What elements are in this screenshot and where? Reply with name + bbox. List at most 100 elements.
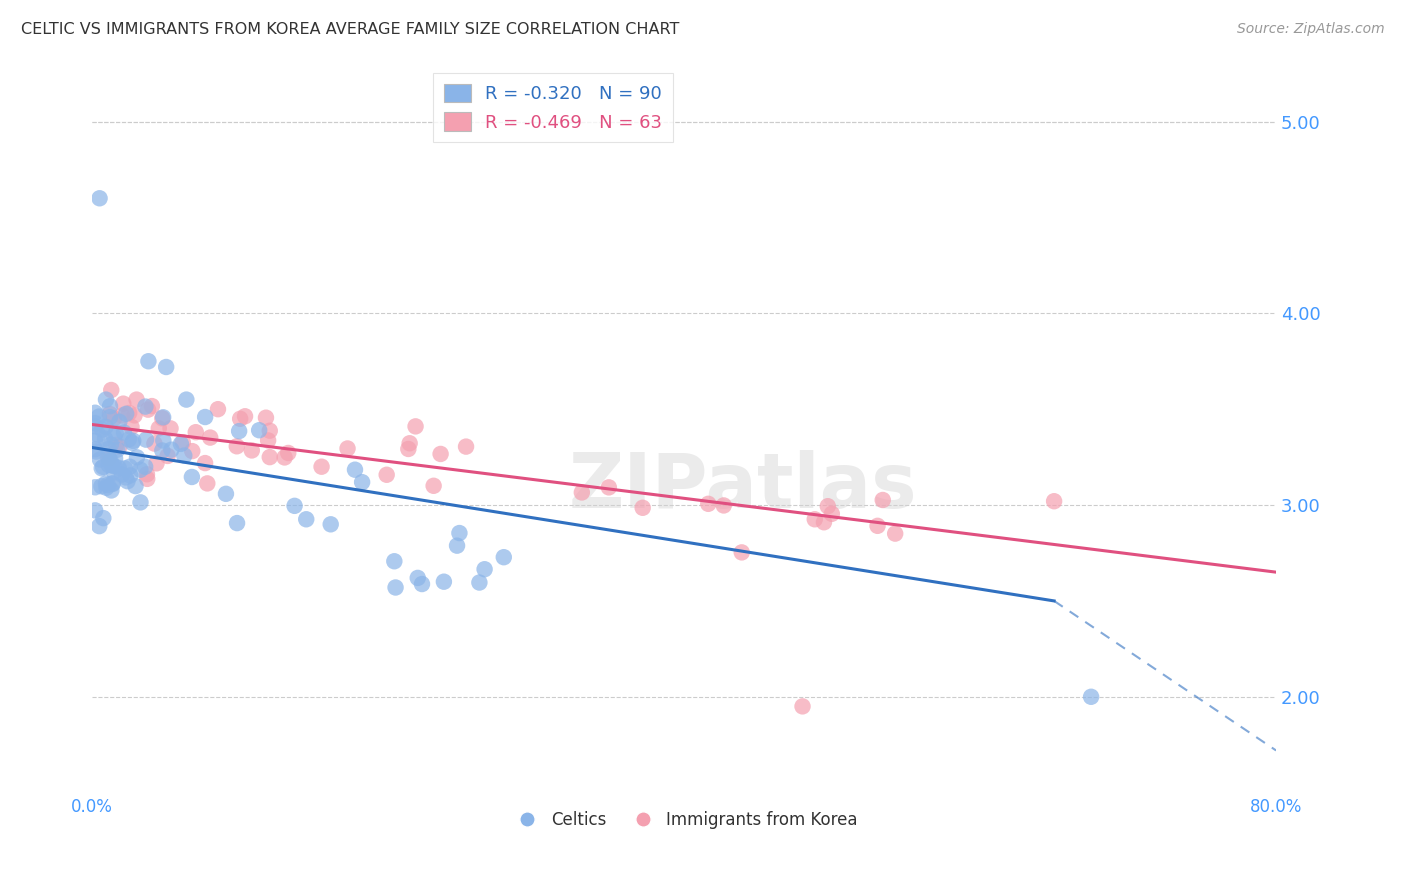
Point	[152, 434, 174, 448]
Point	[277, 446, 299, 460]
Point	[382, 554, 405, 568]
Point	[319, 517, 342, 532]
Point	[111, 409, 134, 423]
Point	[195, 476, 218, 491]
Point	[813, 515, 835, 529]
Point	[422, 479, 444, 493]
Point	[259, 424, 281, 438]
Text: Source: ZipAtlas.com: Source: ZipAtlas.com	[1237, 22, 1385, 37]
Point	[136, 467, 159, 482]
Point	[98, 453, 121, 467]
Point	[94, 392, 117, 407]
Point	[433, 574, 456, 589]
Point	[125, 450, 148, 465]
Point	[170, 437, 193, 451]
Point	[96, 481, 118, 495]
Point	[94, 419, 117, 434]
Point	[118, 433, 141, 447]
Point	[207, 402, 229, 417]
Point	[384, 581, 406, 595]
Point	[254, 410, 277, 425]
Point	[98, 399, 121, 413]
Point	[112, 425, 135, 440]
Point	[90, 479, 112, 493]
Point	[631, 500, 654, 515]
Point	[90, 461, 112, 475]
Point	[821, 507, 844, 521]
Point	[94, 476, 117, 491]
Point	[103, 459, 125, 474]
Point	[172, 435, 194, 450]
Point	[121, 435, 143, 450]
Point	[89, 191, 111, 205]
Point	[134, 459, 156, 474]
Point	[97, 478, 120, 492]
Point	[180, 470, 202, 484]
Point	[117, 474, 139, 488]
Point	[405, 419, 427, 434]
Point	[295, 512, 318, 526]
Point	[84, 442, 107, 457]
Point	[145, 456, 167, 470]
Point	[89, 452, 111, 467]
Text: ZIPatlas: ZIPatlas	[569, 450, 918, 524]
Point	[103, 411, 125, 425]
Point	[87, 427, 110, 442]
Point	[98, 407, 121, 421]
Point	[1043, 494, 1066, 508]
Point	[803, 512, 825, 526]
Point	[1080, 690, 1102, 704]
Point	[97, 442, 120, 456]
Point	[598, 480, 620, 494]
Point	[112, 397, 135, 411]
Point	[129, 495, 152, 509]
Point	[226, 516, 249, 530]
Point	[104, 425, 127, 440]
Point	[159, 421, 181, 435]
Point	[571, 485, 593, 500]
Point	[124, 479, 146, 493]
Point	[84, 419, 107, 434]
Point	[229, 411, 252, 425]
Point	[273, 450, 295, 465]
Legend: Celtics, Immigrants from Korea: Celtics, Immigrants from Korea	[503, 804, 865, 835]
Point	[101, 477, 124, 491]
Point	[103, 430, 125, 444]
Point	[108, 415, 131, 429]
Point	[84, 503, 107, 517]
Point	[233, 409, 256, 424]
Point	[259, 450, 281, 464]
Point	[100, 383, 122, 397]
Point	[97, 458, 120, 472]
Point	[872, 493, 894, 508]
Point	[155, 359, 177, 374]
Point	[100, 483, 122, 498]
Point	[124, 409, 146, 423]
Point	[173, 449, 195, 463]
Point	[257, 434, 280, 448]
Point	[150, 411, 173, 425]
Point	[176, 392, 198, 407]
Point	[86, 444, 108, 458]
Point	[406, 571, 429, 585]
Point	[343, 463, 366, 477]
Point	[247, 423, 270, 437]
Point	[118, 459, 141, 474]
Point	[121, 420, 143, 434]
Point	[240, 443, 263, 458]
Text: CELTIC VS IMMIGRANTS FROM KOREA AVERAGE FAMILY SIZE CORRELATION CHART: CELTIC VS IMMIGRANTS FROM KOREA AVERAGE …	[21, 22, 679, 37]
Point	[122, 434, 145, 448]
Point	[311, 459, 333, 474]
Point	[284, 499, 307, 513]
Point	[225, 439, 247, 453]
Point	[84, 480, 107, 494]
Point	[84, 406, 107, 420]
Point	[884, 526, 907, 541]
Point	[115, 407, 138, 421]
Point	[792, 699, 814, 714]
Point	[91, 423, 114, 437]
Point	[100, 437, 122, 451]
Point	[98, 410, 121, 425]
Point	[194, 410, 217, 425]
Point	[150, 443, 173, 458]
